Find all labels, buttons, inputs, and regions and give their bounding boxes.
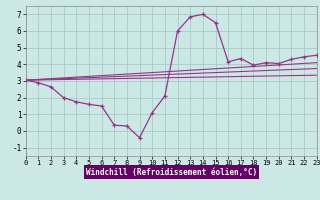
X-axis label: Windchill (Refroidissement éolien,°C): Windchill (Refroidissement éolien,°C) (86, 168, 257, 177)
